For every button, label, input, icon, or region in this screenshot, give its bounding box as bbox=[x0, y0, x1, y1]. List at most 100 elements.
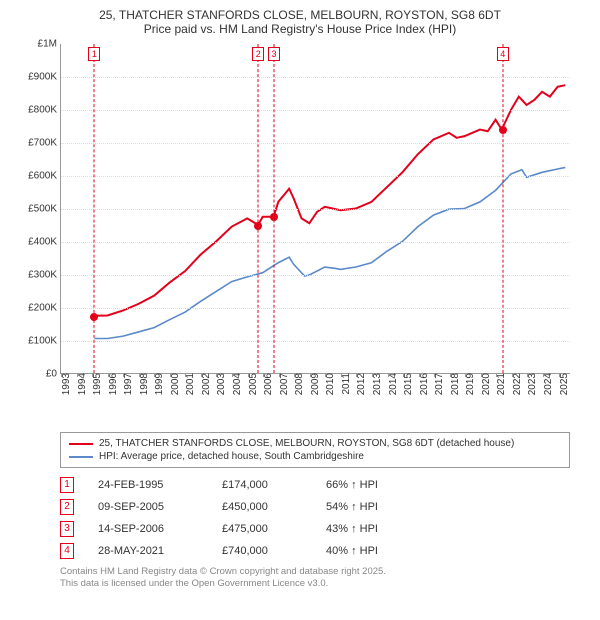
legend-item: 25, THATCHER STANFORDS CLOSE, MELBOURN, … bbox=[69, 437, 561, 450]
x-axis-label: 2013 bbox=[368, 373, 383, 395]
x-axis-label: 2002 bbox=[197, 373, 212, 395]
x-axis-label: 2007 bbox=[275, 373, 290, 395]
x-axis-label: 2014 bbox=[384, 373, 399, 395]
y-axis-label: £300K bbox=[28, 270, 61, 281]
event-marker-line bbox=[274, 44, 275, 373]
footer-line2: This data is licensed under the Open Gov… bbox=[60, 578, 570, 590]
x-axis-label: 2006 bbox=[259, 373, 274, 395]
series-hpi bbox=[94, 167, 565, 338]
event-marker-line bbox=[94, 44, 95, 373]
legend-label: 25, THATCHER STANFORDS CLOSE, MELBOURN, … bbox=[99, 438, 514, 449]
title-subtitle: Price paid vs. HM Land Registry's House … bbox=[10, 22, 590, 36]
event-delta: 54% ↑ HPI bbox=[326, 501, 416, 513]
x-axis-label: 2005 bbox=[244, 373, 259, 395]
series-property bbox=[94, 85, 565, 316]
event-marker-box: 1 bbox=[88, 47, 100, 61]
event-date: 09-SEP-2005 bbox=[98, 501, 198, 513]
gridline bbox=[61, 209, 570, 210]
sale-point bbox=[499, 126, 507, 134]
x-axis-label: 2016 bbox=[415, 373, 430, 395]
title-address: 25, THATCHER STANFORDS CLOSE, MELBOURN, … bbox=[10, 8, 590, 22]
event-marker-box: 3 bbox=[268, 47, 280, 61]
footer-attribution: Contains HM Land Registry data © Crown c… bbox=[60, 566, 570, 591]
chart-area: £0£100K£200K£300K£400K£500K£600K£700K£80… bbox=[20, 44, 580, 414]
gridline bbox=[61, 176, 570, 177]
events-table: 1 24-FEB-1995 £174,000 66% ↑ HPI 2 09-SEP-200… bbox=[60, 474, 570, 562]
title-block: 25, THATCHER STANFORDS CLOSE, MELBOURN, … bbox=[0, 0, 600, 40]
event-delta: 40% ↑ HPI bbox=[326, 545, 416, 557]
x-axis-label: 2011 bbox=[337, 373, 352, 395]
x-axis-label: 2022 bbox=[508, 373, 523, 395]
x-axis-label: 2012 bbox=[352, 373, 367, 395]
event-price: £740,000 bbox=[222, 545, 302, 557]
footer-line1: Contains HM Land Registry data © Crown c… bbox=[60, 566, 570, 578]
gridline bbox=[61, 242, 570, 243]
event-row: 3 14-SEP-2006 £475,000 43% ↑ HPI bbox=[60, 518, 570, 540]
x-axis-label: 2018 bbox=[446, 373, 461, 395]
x-axis-label: 2000 bbox=[166, 373, 181, 395]
legend-label: HPI: Average price, detached house, Sout… bbox=[99, 451, 364, 462]
event-delta: 66% ↑ HPI bbox=[326, 479, 416, 491]
event-delta: 43% ↑ HPI bbox=[326, 523, 416, 535]
event-row: 1 24-FEB-1995 £174,000 66% ↑ HPI bbox=[60, 474, 570, 496]
legend-swatch bbox=[69, 456, 93, 458]
x-axis-label: 2009 bbox=[306, 373, 321, 395]
x-axis-label: 1999 bbox=[150, 373, 165, 395]
event-row: 428-MAY-2021£740,00040% ↑ HPI bbox=[60, 540, 570, 562]
event-date: 14-SEP-2006 bbox=[98, 523, 198, 535]
x-axis-label: 2020 bbox=[477, 373, 492, 395]
y-axis-label: £400K bbox=[28, 237, 61, 248]
y-axis-label: £600K bbox=[28, 171, 61, 182]
sale-point bbox=[254, 222, 262, 230]
event-price: £174,000 bbox=[222, 479, 302, 491]
y-axis-label: £100K bbox=[28, 336, 61, 347]
x-axis-label: 2004 bbox=[228, 373, 243, 395]
x-axis-label: 1997 bbox=[119, 373, 134, 395]
event-marker-line bbox=[258, 44, 259, 373]
x-axis-label: 2015 bbox=[399, 373, 414, 395]
event-date: 28-MAY-2021 bbox=[98, 545, 198, 557]
y-axis-label: £1M bbox=[38, 39, 61, 50]
x-axis-label: 1994 bbox=[73, 373, 88, 395]
chart-container: 25, THATCHER STANFORDS CLOSE, MELBOURN, … bbox=[0, 0, 600, 620]
event-marker-line bbox=[502, 44, 503, 373]
gridline bbox=[61, 341, 570, 342]
legend: 25, THATCHER STANFORDS CLOSE, MELBOURN, … bbox=[60, 432, 570, 468]
x-axis-label: 2025 bbox=[555, 373, 570, 395]
event-number-box: 2 bbox=[60, 499, 74, 515]
x-axis-label: 2008 bbox=[290, 373, 305, 395]
gridline bbox=[61, 77, 570, 78]
gridline bbox=[61, 275, 570, 276]
event-marker-box: 4 bbox=[497, 47, 509, 61]
gridline bbox=[61, 110, 570, 111]
x-axis-label: 2003 bbox=[212, 373, 227, 395]
y-axis-label: £200K bbox=[28, 303, 61, 314]
y-axis-label: £500K bbox=[28, 204, 61, 215]
x-axis-label: 2021 bbox=[492, 373, 507, 395]
y-axis-label: £800K bbox=[28, 105, 61, 116]
event-number-box: 1 bbox=[60, 477, 74, 493]
legend-item: HPI: Average price, detached house, Sout… bbox=[69, 450, 561, 463]
x-axis-label: 2001 bbox=[181, 373, 196, 395]
event-price: £450,000 bbox=[222, 501, 302, 513]
x-axis-label: 2019 bbox=[461, 373, 476, 395]
sale-point bbox=[90, 313, 98, 321]
event-marker-box: 2 bbox=[252, 47, 264, 61]
y-axis-label: £900K bbox=[28, 72, 61, 83]
event-date: 24-FEB-1995 bbox=[98, 479, 198, 491]
x-axis-label: 2024 bbox=[539, 373, 554, 395]
sale-point bbox=[270, 213, 278, 221]
x-axis-label: 1995 bbox=[88, 373, 103, 395]
plot-area: £0£100K£200K£300K£400K£500K£600K£700K£80… bbox=[60, 44, 570, 374]
legend-swatch bbox=[69, 443, 93, 445]
x-axis-label: 2010 bbox=[321, 373, 336, 395]
gridline bbox=[61, 308, 570, 309]
y-axis-label: £700K bbox=[28, 138, 61, 149]
x-axis-label: 2023 bbox=[523, 373, 538, 395]
x-axis-label: 1993 bbox=[57, 373, 72, 395]
event-price: £475,000 bbox=[222, 523, 302, 535]
x-axis-label: 2017 bbox=[430, 373, 445, 395]
x-axis-label: 1998 bbox=[135, 373, 150, 395]
event-number-box: 3 bbox=[60, 521, 74, 537]
x-axis-label: 1996 bbox=[104, 373, 119, 395]
